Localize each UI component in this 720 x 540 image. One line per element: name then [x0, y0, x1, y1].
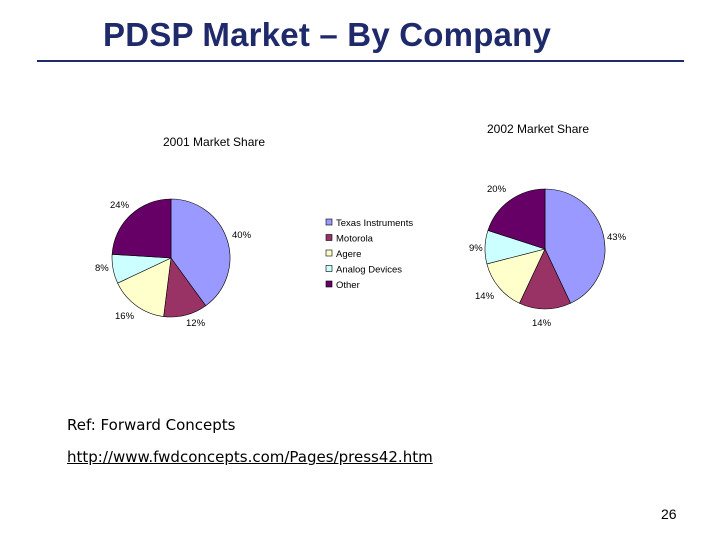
legend-entry: Analog Devices: [336, 265, 402, 276]
pie-chart-1: 2001 Market Share 40% 12% 16% 8% 24% Texas Ins…: [95, 135, 413, 329]
legend-swatch: [325, 265, 333, 272]
legend-entry: Other: [336, 280, 360, 291]
pie-slice-agere: [117, 257, 172, 317]
data-label: 12%: [186, 318, 206, 329]
data-label: 14%: [532, 318, 552, 329]
page-number: 26: [661, 506, 677, 522]
slide-title: PDSP Market – By Company: [103, 16, 552, 53]
chart-legend: Texas Instruments Motorola Agere Analog Dev…: [325, 218, 413, 291]
data-label: 9%: [469, 243, 483, 254]
pie-slice-other: [487, 188, 546, 250]
legend-entry: Texas Instruments: [336, 218, 413, 229]
chart-title: 2002 Market Share: [487, 122, 589, 136]
pie-slice-motorola: [519, 248, 571, 310]
legend-swatch: [325, 218, 333, 226]
legend-swatch: [325, 234, 333, 241]
data-label: 24%: [110, 200, 130, 211]
pie-chart-2: 2002 Market Share 43% 14% 14% 9% 20%: [469, 122, 627, 329]
chart-title: 2001 Market Share: [163, 135, 265, 149]
legend-entry: Agere: [336, 249, 361, 260]
pie-slice-other: [111, 198, 172, 259]
data-label: 20%: [487, 184, 507, 195]
data-label: 14%: [475, 291, 495, 302]
data-label: 8%: [95, 263, 109, 274]
legend-swatch: [325, 280, 333, 288]
reference-link[interactable]: http://www.fwdconcepts.com/Pages/press42…: [67, 448, 433, 466]
pie-slice-texas-instruments: [170, 198, 231, 307]
legend-swatch: [325, 249, 333, 257]
pie-slice-agere: [486, 248, 546, 304]
title-divider: [37, 60, 684, 62]
pie-slice-texas-instruments: [544, 188, 606, 304]
reference-label: Ref: Forward Concepts: [67, 416, 236, 434]
data-label: 43%: [607, 232, 627, 243]
data-label: 16%: [115, 311, 135, 322]
legend-entry: Motorola: [336, 234, 374, 245]
data-label: 40%: [232, 230, 252, 241]
